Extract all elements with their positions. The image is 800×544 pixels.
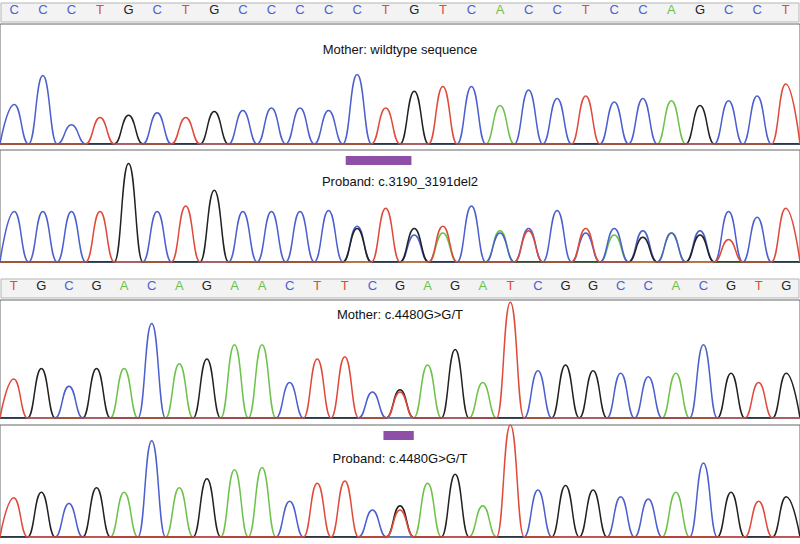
svg-text:T: T [782,2,790,17]
svg-text:C: C [295,2,304,17]
svg-text:C: C [752,2,761,17]
svg-text:A: A [175,278,184,293]
svg-text:G: G [695,2,705,17]
svg-text:C: C [368,278,377,293]
svg-text:C: C [467,2,476,17]
svg-text:G: G [588,278,598,293]
svg-text:T: T [341,278,349,293]
svg-text:C: C [238,2,247,17]
svg-text:A: A [667,2,676,17]
svg-text:G: G [36,278,46,293]
svg-text:A: A [478,278,487,293]
svg-text:G: G [202,278,212,293]
svg-text:C: C [38,2,47,17]
svg-text:A: A [496,2,505,17]
svg-text:C: C [285,278,294,293]
svg-text:C: C [638,2,647,17]
svg-text:C: C [616,278,625,293]
svg-text:C: C [152,2,161,17]
svg-text:T: T [182,2,190,17]
svg-text:G: G [450,278,460,293]
svg-text:C: C [644,278,653,293]
svg-text:G: G [560,278,570,293]
svg-text:A: A [258,278,267,293]
svg-text:C: C [699,278,708,293]
svg-text:Mother: wildtype sequence: Mother: wildtype sequence [323,42,478,57]
svg-text:C: C [724,2,733,17]
svg-text:G: G [781,278,791,293]
svg-text:C: C [64,278,73,293]
svg-text:G: G [124,2,134,17]
svg-text:C: C [10,2,19,17]
svg-text:G: G [726,278,736,293]
svg-text:Mother: c.4480G>G/T: Mother: c.4480G>G/T [337,307,463,322]
svg-text:A: A [120,278,129,293]
svg-text:C: C [610,2,619,17]
svg-text:T: T [382,2,390,17]
svg-text:T: T [506,278,514,293]
svg-text:T: T [755,278,763,293]
svg-text:Proband: c.3190_3191del2: Proband: c.3190_3191del2 [322,174,478,189]
svg-text:T: T [96,2,104,17]
svg-text:A: A [672,278,681,293]
svg-text:T: T [10,278,18,293]
svg-text:G: G [91,278,101,293]
svg-text:C: C [352,2,361,17]
svg-text:C: C [147,278,156,293]
svg-text:G: G [409,2,419,17]
svg-text:T: T [313,278,321,293]
svg-text:T: T [582,2,590,17]
svg-text:G: G [209,2,219,17]
svg-text:C: C [267,2,276,17]
svg-text:C: C [324,2,333,17]
svg-text:C: C [552,2,561,17]
svg-text:C: C [67,2,76,17]
svg-text:T: T [439,2,447,17]
svg-text:C: C [533,278,542,293]
svg-text:C: C [524,2,533,17]
svg-text:A: A [230,278,239,293]
svg-text:G: G [395,278,405,293]
svg-text:Proband: c.4480G>G/T: Proband: c.4480G>G/T [333,451,468,466]
svg-text:A: A [423,278,432,293]
